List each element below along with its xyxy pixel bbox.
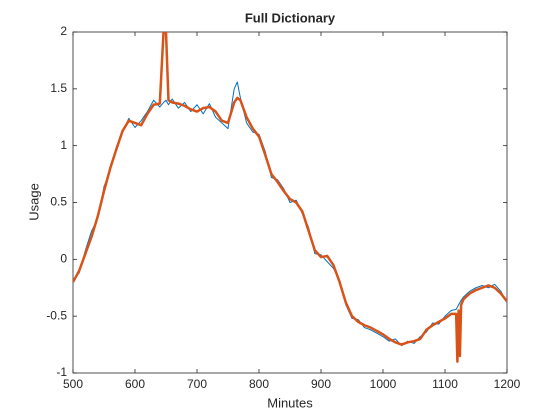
y-tick-label: 1 — [60, 138, 67, 152]
y-tick-label: 1.5 — [50, 81, 67, 95]
y-tick-label: -1 — [56, 365, 67, 379]
y-tick-label: -0.5 — [46, 308, 67, 322]
x-tick-label: 900 — [311, 377, 331, 391]
x-tick-label: 1000 — [370, 377, 397, 391]
chart-title: Full Dictionary — [245, 10, 336, 25]
y-axis-label: Usage — [26, 183, 41, 221]
x-tick-label: 700 — [187, 377, 207, 391]
y-tick-label: 0.5 — [50, 195, 67, 209]
y-tick-label: 2 — [60, 24, 67, 38]
x-tick-label: 1200 — [494, 377, 521, 391]
x-tick-label: 800 — [249, 377, 269, 391]
x-tick-label: 1100 — [432, 377, 458, 391]
x-tick-label: 500 — [63, 377, 83, 391]
y-tick-label: 0 — [60, 252, 67, 266]
data-line — [73, 32, 507, 363]
x-axis-label: Minutes — [267, 395, 313, 410]
x-tick-label: 600 — [125, 377, 145, 391]
